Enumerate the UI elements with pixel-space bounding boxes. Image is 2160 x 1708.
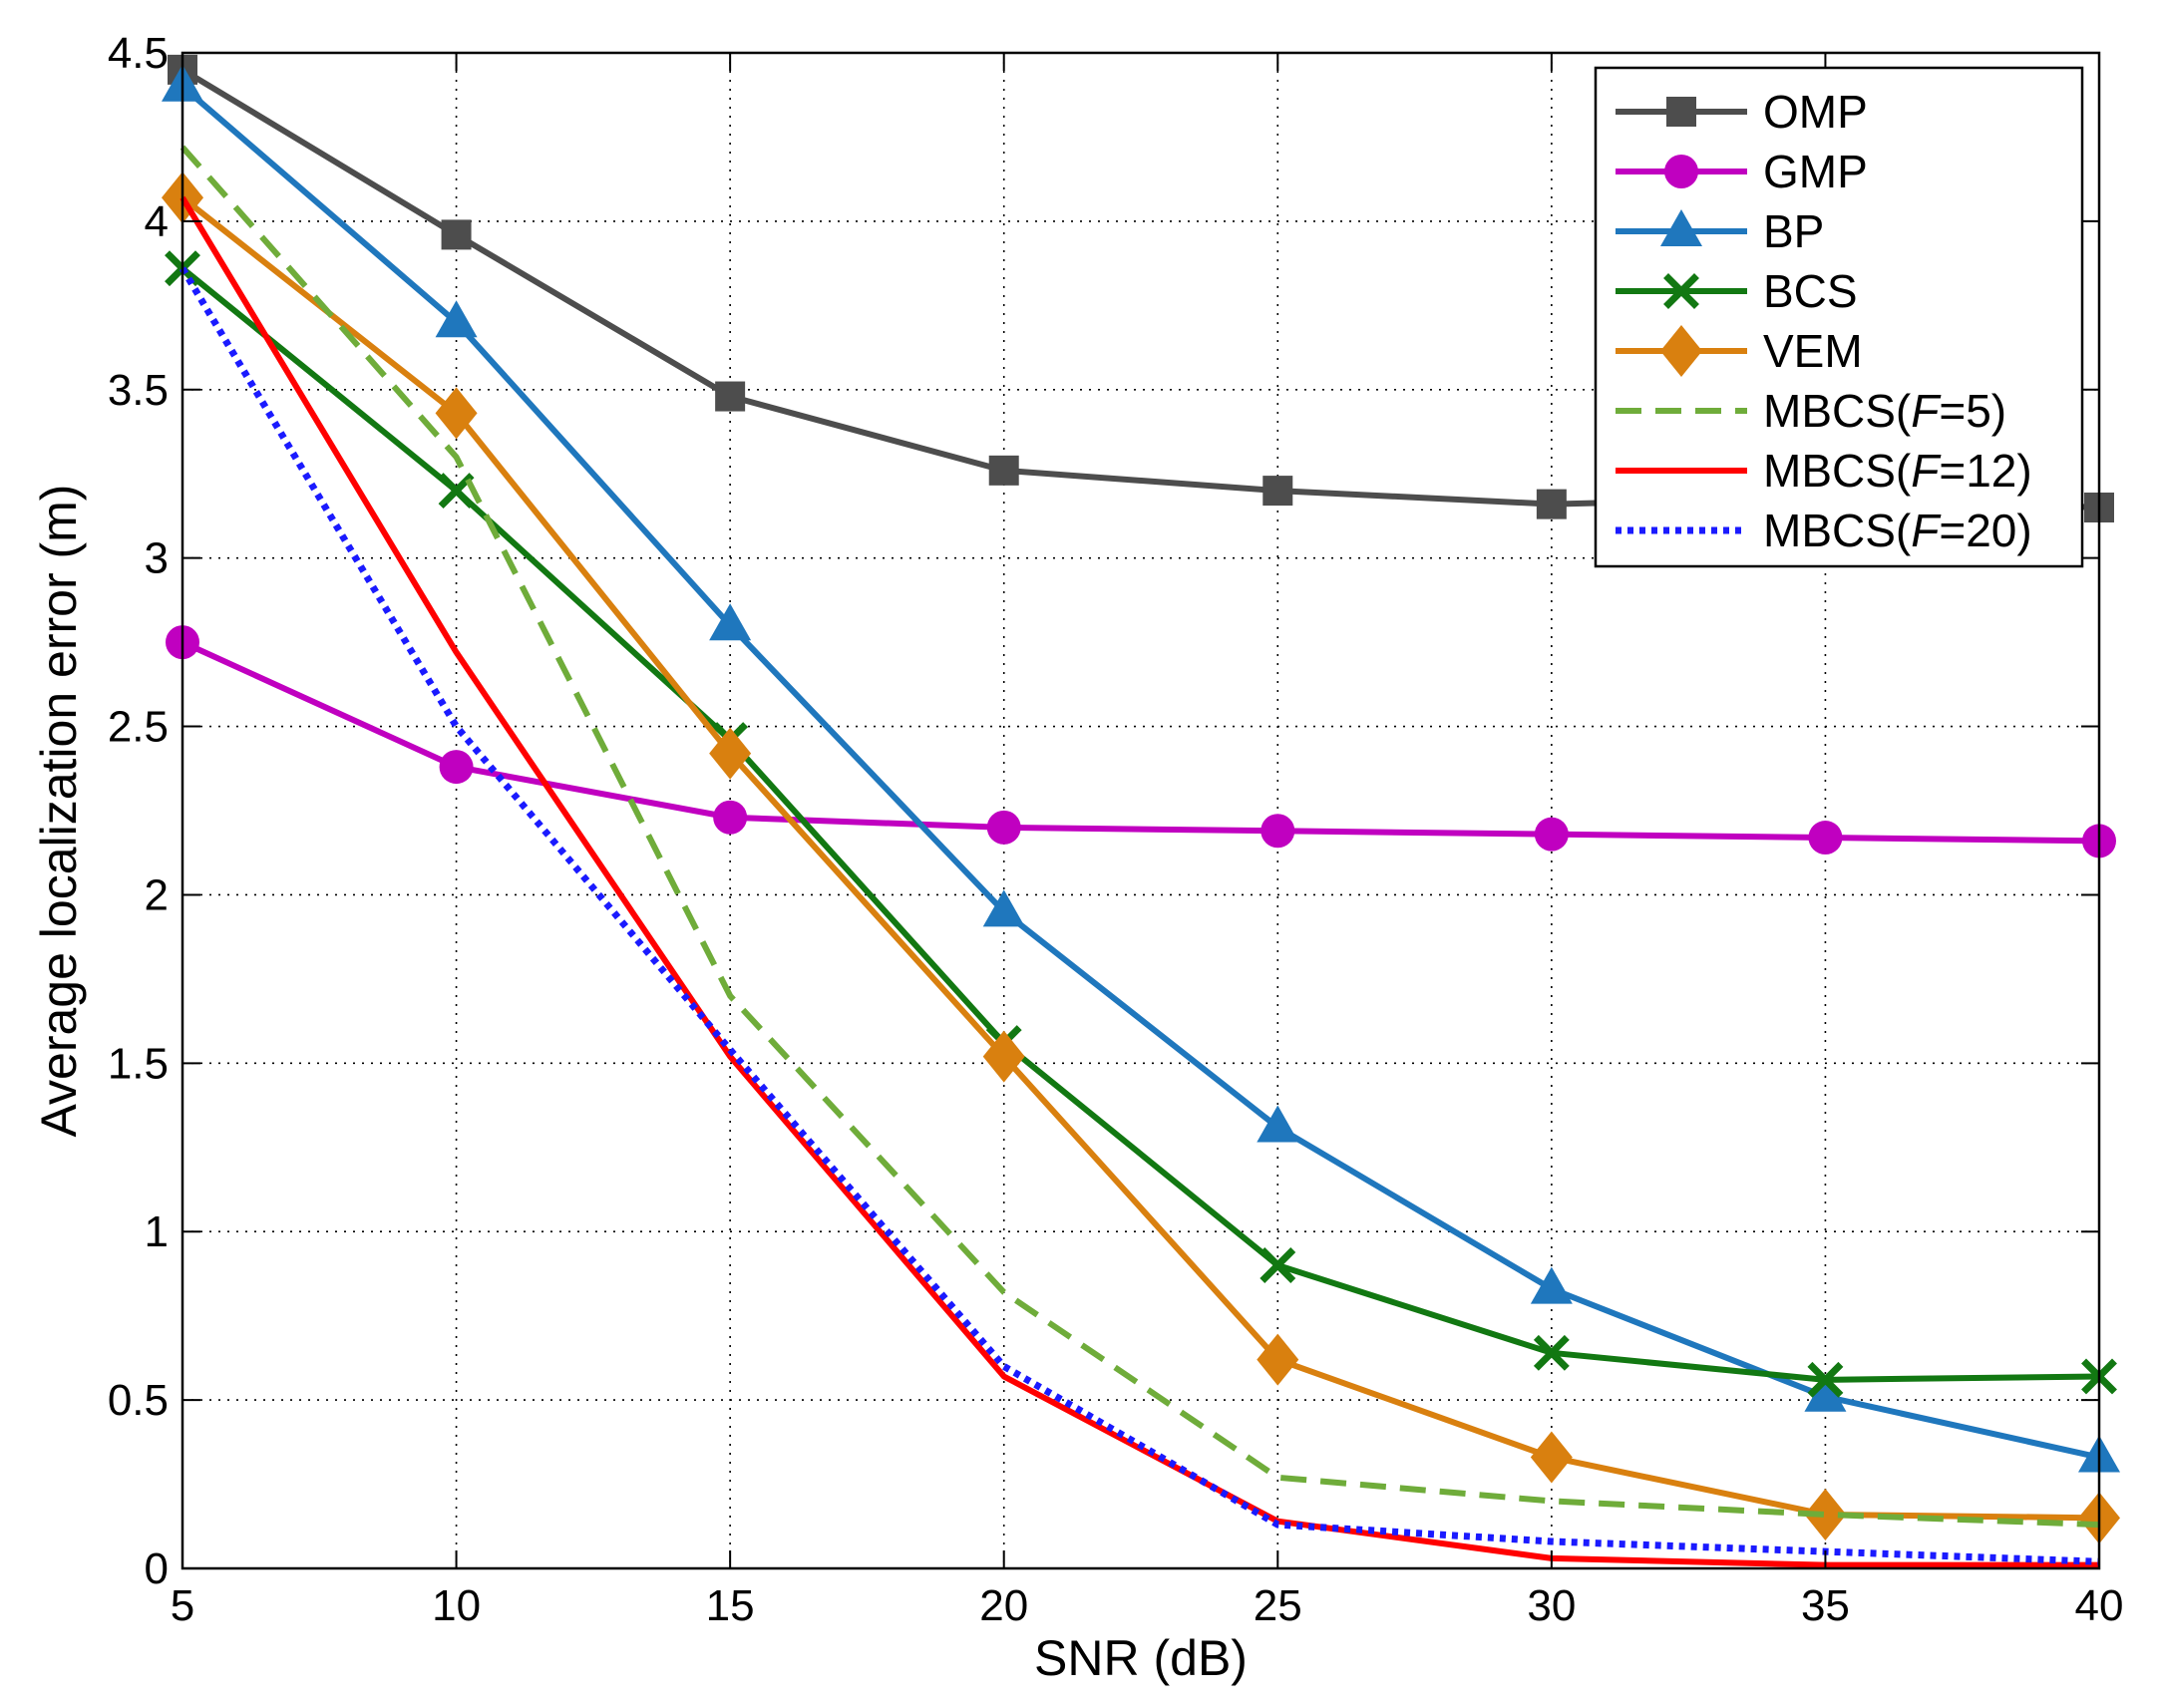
x-tick-label: 10 bbox=[432, 1581, 481, 1630]
data-point bbox=[1260, 814, 1295, 849]
data-point bbox=[1530, 1266, 1573, 1304]
data-point bbox=[1804, 1374, 1847, 1412]
series-line bbox=[180, 194, 2100, 1522]
y-tick-label: 4.5 bbox=[108, 29, 169, 78]
legend-box bbox=[1594, 66, 2084, 568]
y-tick-label: 0.5 bbox=[108, 1376, 169, 1425]
y-tick-label: 2 bbox=[145, 870, 169, 919]
data-point bbox=[982, 1030, 1025, 1083]
y-tick-label: 1.5 bbox=[108, 1039, 169, 1088]
data-point bbox=[709, 727, 752, 780]
x-tick-label: 35 bbox=[1801, 1581, 1850, 1630]
series-MBCS(F=5) bbox=[180, 145, 2100, 1529]
data-point bbox=[713, 800, 748, 835]
y-tick-label: 0 bbox=[145, 1544, 169, 1593]
data-point bbox=[1807, 1361, 1844, 1398]
series-line bbox=[180, 145, 2100, 1529]
data-point bbox=[1534, 817, 1569, 852]
legend-label: BP bbox=[1763, 205, 1824, 257]
x-tick-label: 30 bbox=[1527, 1581, 1576, 1630]
legend-entry: BCS bbox=[1616, 265, 1858, 317]
y-tick-label: 3.5 bbox=[108, 366, 169, 415]
data-point bbox=[1257, 1333, 1299, 1386]
series-lines bbox=[162, 54, 2120, 1568]
y-axis-label: Average localization error (m) bbox=[31, 485, 87, 1138]
series-VEM bbox=[162, 171, 2120, 1544]
data-point bbox=[1257, 1105, 1299, 1143]
x-tick-label: 40 bbox=[2075, 1581, 2124, 1630]
data-point bbox=[438, 473, 475, 510]
legend-entry: MBCS(F=12) bbox=[1616, 445, 2032, 497]
data-point bbox=[1804, 1488, 1847, 1540]
series-BP bbox=[162, 64, 2120, 1473]
data-point bbox=[1536, 489, 1567, 519]
data-point bbox=[441, 219, 472, 250]
legend-entry: OMP bbox=[1616, 86, 1868, 138]
legend-marker bbox=[1664, 155, 1698, 188]
series-line bbox=[179, 266, 2100, 1565]
legend-entry: VEM bbox=[1616, 325, 1863, 377]
legend-label: MBCS(F=5) bbox=[1763, 385, 2006, 437]
y-tick-label: 3 bbox=[145, 534, 169, 583]
x-tick-label: 15 bbox=[706, 1581, 755, 1630]
x-axis-label: SNR (dB) bbox=[1034, 1630, 1248, 1686]
data-point bbox=[1808, 821, 1843, 855]
legend-label: MBCS(F=12) bbox=[1763, 445, 2032, 497]
series-line bbox=[180, 265, 2100, 1383]
series-line bbox=[180, 84, 2100, 1461]
y-tick-label: 1 bbox=[145, 1207, 169, 1256]
legend-marker bbox=[1666, 97, 1696, 127]
x-tick-label: 25 bbox=[1254, 1581, 1302, 1630]
legend-marker bbox=[1663, 273, 1699, 309]
data-point bbox=[1530, 1431, 1573, 1484]
legend-entry: MBCS(F=5) bbox=[1616, 385, 2006, 437]
legend-label: VEM bbox=[1763, 325, 1863, 377]
data-point bbox=[435, 387, 478, 440]
data-point bbox=[1533, 1334, 1570, 1371]
series-MBCS(F=20) bbox=[179, 266, 2100, 1565]
data-point bbox=[982, 889, 1025, 927]
legend-entry: BP bbox=[1616, 205, 1824, 257]
x-tick-label: 5 bbox=[171, 1581, 194, 1630]
data-point bbox=[1260, 1247, 1296, 1283]
legend-label: GMP bbox=[1763, 146, 1868, 197]
legend: OMP GMP BP BCS VEM MBCS(F=5) MBCS(F=12) MBCS(F=… bbox=[1594, 66, 2084, 568]
data-point bbox=[715, 381, 746, 412]
data-point bbox=[988, 455, 1019, 486]
axes-frame bbox=[180, 51, 2101, 1570]
legend-marker bbox=[1660, 325, 1702, 377]
data-point bbox=[709, 603, 752, 641]
data-point bbox=[439, 750, 474, 785]
axis-ticks: 5 10 15 20 25 30 35 40 0 0.5 1 1.5 2 2.5 3 3.5 4 4.5 bbox=[108, 29, 2124, 1630]
x-tick-label: 20 bbox=[979, 1581, 1028, 1630]
y-tick-label: 4 bbox=[145, 197, 169, 246]
legend-label: OMP bbox=[1763, 86, 1868, 138]
data-point bbox=[1262, 476, 1293, 507]
legend-marker bbox=[1660, 209, 1702, 246]
legend-entry: GMP bbox=[1616, 146, 1868, 197]
legend-label: MBCS(F=20) bbox=[1763, 505, 2032, 556]
y-tick-label: 2.5 bbox=[108, 703, 169, 752]
data-point bbox=[986, 810, 1021, 845]
legend-entry: MBCS(F=20) bbox=[1616, 505, 2032, 556]
legend-label: BCS bbox=[1763, 265, 1858, 317]
data-point bbox=[435, 300, 478, 338]
